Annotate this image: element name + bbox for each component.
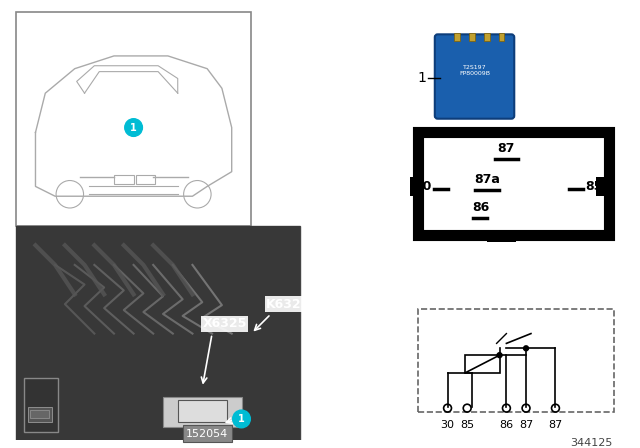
Text: 1: 1 [417,72,426,86]
Circle shape [524,346,529,351]
Text: T2S197
FP80009B: T2S197 FP80009B [460,65,490,76]
Bar [114,175,134,185]
Bar [499,33,504,41]
Bar [454,33,460,41]
Text: 1: 1 [238,414,245,424]
Text: X6325: X6325 [202,317,246,330]
Bar [16,12,252,226]
Bar [418,133,609,236]
Bar [29,410,49,418]
Text: 87: 87 [498,142,515,155]
Bar [28,407,52,422]
Bar [469,33,475,41]
Bar [136,175,155,185]
Bar [484,33,490,41]
Bar [465,355,500,373]
Bar [16,226,300,439]
Text: 1: 1 [130,123,137,133]
Text: 87: 87 [519,420,533,430]
Bar [163,397,241,427]
Bar [596,177,609,196]
Bar [418,309,614,412]
Circle shape [125,119,143,136]
Circle shape [497,353,502,358]
Text: 152054: 152054 [186,429,228,439]
Bar [16,226,300,439]
Bar [410,177,424,196]
Text: 30: 30 [440,420,454,430]
Text: 86: 86 [472,201,490,214]
Text: 344125: 344125 [570,438,612,448]
Text: 86: 86 [499,420,513,430]
Text: 87a: 87a [474,173,500,186]
Text: 87: 87 [548,420,563,430]
Circle shape [233,410,250,428]
Bar [487,233,516,242]
Text: 85: 85 [460,420,474,430]
Text: 30: 30 [415,180,432,193]
Text: K6325: K6325 [266,297,310,310]
FancyBboxPatch shape [435,34,515,119]
Bar [24,378,58,432]
Bar [178,401,227,422]
Text: 85: 85 [585,180,602,193]
